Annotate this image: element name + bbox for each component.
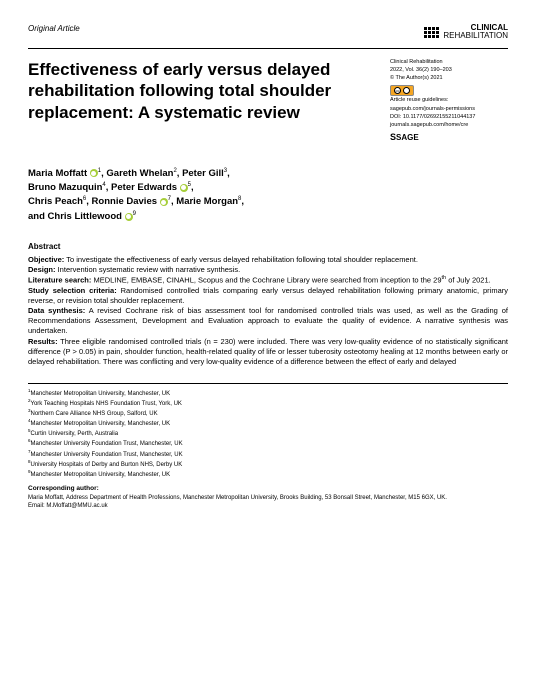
author-8: Marie Morgan [176, 197, 238, 208]
affiliations-block: 1Manchester Metropolitan University, Man… [28, 388, 508, 479]
header-row: Original Article CLINICAL REHABILITATION [28, 24, 508, 40]
author-6: Chris Peach [28, 197, 83, 208]
author-6-aff: 6 [83, 196, 86, 202]
affiliation-1: 1Manchester Metropolitan University, Man… [28, 388, 508, 398]
search-suffix: of July 2021. [446, 276, 491, 285]
corr-address: Maria Moffatt, Address Department of Hea… [28, 495, 447, 501]
aff-1-text: Manchester Metropolitan University, Manc… [31, 391, 171, 397]
corr-email-label: Email: [28, 503, 46, 509]
search-text: MEDLINE, EMBASE, CINAHL, Scopus and the … [91, 276, 441, 285]
author-9-aff: 9 [133, 211, 136, 217]
author-1-aff: 1 [98, 168, 101, 174]
affiliation-3: 3Northern Care Alliance NHS Group, Salfo… [28, 408, 508, 418]
title-meta-row: Effectiveness of early versus delayed re… [28, 59, 508, 145]
aff-8-text: University Hospitals of Derby and Burton… [31, 462, 183, 468]
brand-text: CLINICAL REHABILITATION [443, 24, 508, 40]
design-text: Intervention systematic review with narr… [56, 265, 241, 274]
author-9: Chris Littlewood [48, 211, 122, 222]
affiliation-8: 8University Hospitals of Derby and Burto… [28, 459, 508, 469]
abstract-heading: Abstract [28, 242, 508, 253]
meta-column: Clinical Rehabilitation 2022, Vol. 36(2)… [390, 59, 508, 145]
article-type-label: Original Article [28, 24, 80, 35]
results-label: Results: [28, 337, 58, 346]
search-label: Literature search: [28, 276, 91, 285]
article-title: Effectiveness of early versus delayed re… [28, 59, 374, 123]
affiliation-5: 5Curtin University, Perth, Australia [28, 428, 508, 438]
author-3: Peter Gill [182, 168, 224, 179]
author-2-aff: 2 [173, 168, 176, 174]
corresponding-heading: Corresponding author: [28, 485, 508, 494]
author-3-aff: 3 [224, 168, 227, 174]
abstract-block: Abstract Objective: To investigate the e… [28, 242, 508, 367]
abstract-results: Results: Three eligible randomised contr… [28, 337, 508, 367]
objective-label: Objective: [28, 255, 64, 264]
affiliation-6: 6Manchester University Foundation Trust,… [28, 438, 508, 448]
sage-logo: SSAGE [390, 132, 508, 144]
author-4: Bruno Mazuquin [28, 182, 102, 193]
aff-3-text: Northern Care Alliance NHS Group, Salfor… [31, 411, 158, 417]
objective-text: To investigate the effectiveness of earl… [64, 255, 418, 264]
cc-icon: cc [394, 87, 401, 94]
author-7-aff: 7 [168, 196, 171, 202]
abstract-criteria: Study selection criteria: Randomised con… [28, 286, 508, 306]
aff-5-text: Curtin University, Perth, Australia [31, 431, 119, 437]
aff-7-text: Manchester University Foundation Trust, … [31, 452, 183, 458]
header-rule [28, 48, 508, 49]
meta-journal-url: journals.sagepub.com/home/cre [390, 122, 508, 129]
orcid-icon [180, 184, 188, 192]
synthesis-label: Data synthesis: [28, 306, 85, 315]
synthesis-text: A revised Cochrane risk of bias assessme… [28, 306, 508, 335]
author-2: Gareth Whelan [106, 168, 173, 179]
meta-copyright: © The Author(s) 2021 [390, 75, 508, 82]
aff-4-text: Manchester Metropolitan University, Manc… [31, 421, 171, 427]
author-5: Peter Edwards [111, 182, 177, 193]
brand-dots-icon [424, 27, 439, 38]
meta-journal: Clinical Rehabilitation [390, 59, 508, 66]
orcid-icon [90, 169, 98, 177]
affiliation-7: 7Manchester University Foundation Trust,… [28, 449, 508, 459]
journal-brand: CLINICAL REHABILITATION [424, 24, 508, 40]
abstract-synthesis: Data synthesis: A revised Cochrane risk … [28, 306, 508, 336]
cc-badge-icon: cc [390, 85, 414, 96]
author-5-aff: 5 [188, 182, 191, 188]
authors-block: Maria Moffatt 1, Gareth Whelan2, Peter G… [28, 167, 508, 225]
cc-by-icon [403, 87, 410, 94]
aff-6-text: Manchester University Foundation Trust, … [31, 441, 183, 447]
sage-text: SAGE [396, 133, 419, 142]
affiliation-2: 2York Teaching Hospitals NHS Foundation … [28, 398, 508, 408]
affiliation-4: 4Manchester Metropolitan University, Man… [28, 418, 508, 428]
author-4-aff: 4 [102, 182, 105, 188]
abstract-objective: Objective: To investigate the effectiven… [28, 255, 508, 265]
orcid-icon [160, 198, 168, 206]
meta-reuse-url: sagepub.com/journals-permissions [390, 106, 508, 113]
orcid-icon [125, 213, 133, 221]
meta-reuse-label: Article reuse guidelines: [390, 97, 508, 104]
aff-9-text: Manchester Metropolitan University, Manc… [31, 472, 171, 478]
title-column: Effectiveness of early versus delayed re… [28, 59, 374, 145]
meta-volume: 2022, Vol. 36(2) 190–203 [390, 67, 508, 74]
affiliation-9: 9Manchester Metropolitan University, Man… [28, 469, 508, 479]
corr-email: M.Moffatt@MMU.ac.uk [46, 503, 107, 509]
footer-rule [28, 383, 508, 384]
corresponding-body: Maria Moffatt, Address Department of Hea… [28, 494, 508, 510]
brand-line2: REHABILITATION [443, 31, 508, 40]
abstract-design: Design: Intervention systematic review w… [28, 265, 508, 275]
results-text: Three eligible randomised controlled tri… [28, 337, 508, 366]
abstract-search: Literature search: MEDLINE, EMBASE, CINA… [28, 275, 508, 286]
author-8-aff: 8 [238, 196, 241, 202]
criteria-label: Study selection criteria: [28, 286, 117, 295]
author-1: Maria Moffatt [28, 168, 87, 179]
aff-2-text: York Teaching Hospitals NHS Foundation T… [31, 401, 182, 407]
author-7: Ronnie Davies [92, 197, 157, 208]
design-label: Design: [28, 265, 56, 274]
meta-doi: DOI: 10.1177/02692155211044137 [390, 114, 508, 121]
